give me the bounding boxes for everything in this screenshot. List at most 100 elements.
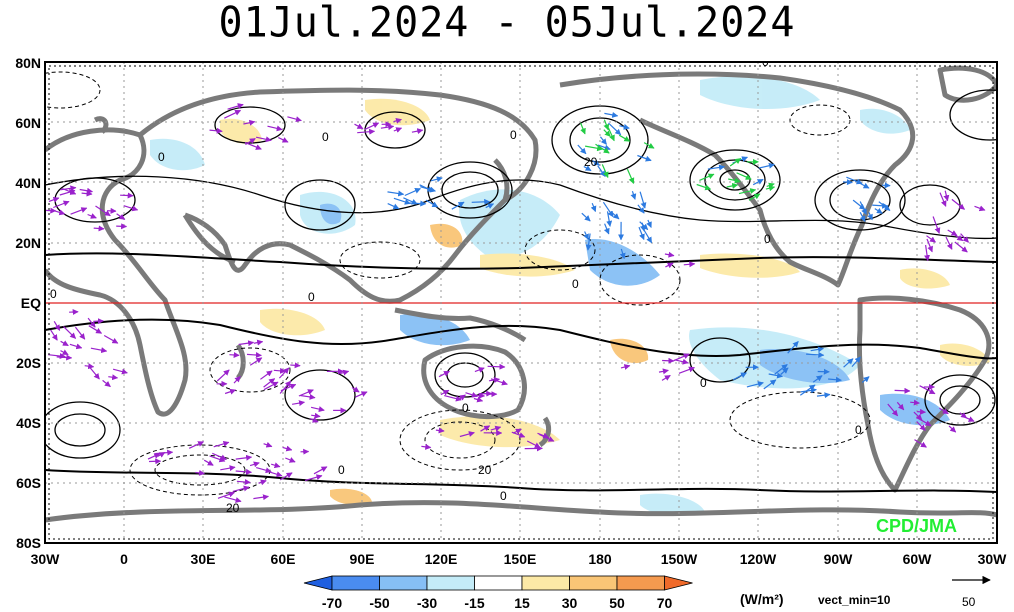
flux-vector: [683, 261, 696, 268]
flux-vector: [473, 392, 486, 399]
flux-vector: [894, 387, 911, 394]
flux-vector: [852, 199, 866, 210]
colorbar-tick-label: -70: [322, 595, 342, 611]
flux-vector: [768, 372, 783, 379]
flux-vector: [471, 198, 491, 205]
flux-vector: [639, 191, 647, 209]
flux-vector: [438, 370, 450, 378]
flux-vector: [88, 325, 103, 334]
flux-vector: [951, 198, 965, 210]
flux-vector: [112, 368, 128, 375]
flux-vector: [313, 466, 328, 475]
flux-vector: [859, 212, 866, 223]
colorbar-tick-label: -30: [417, 595, 437, 611]
flux-vector: [355, 391, 368, 398]
colorbar-units: (W/m²): [740, 591, 784, 607]
flux-vector: [728, 177, 741, 184]
flux-vector: [62, 325, 77, 339]
flux-vector: [726, 182, 739, 189]
contour-label: 0: [158, 150, 165, 164]
colorbar-end-high: [664, 575, 693, 591]
japan-coast: [493, 158, 510, 201]
flux-vector: [263, 378, 276, 388]
flux-vector: [919, 385, 936, 395]
colorbar-tick-label: -50: [369, 595, 389, 611]
lon-label: 60W: [903, 551, 933, 567]
flux-vector: [916, 421, 926, 431]
flux-vector: [298, 389, 314, 397]
flux-vector: [512, 428, 522, 435]
lon-label: 30E: [191, 551, 216, 567]
europe-africa-coast: [45, 127, 189, 417]
flux-vector: [404, 188, 421, 197]
flux-vector: [309, 417, 319, 423]
flux-vector: [90, 347, 108, 354]
colorbar-swatch: [521, 575, 570, 591]
flux-vector: [61, 187, 77, 195]
flux-vector: [658, 368, 669, 375]
flux-vector: [851, 356, 861, 367]
flux-vector: [220, 465, 236, 472]
flux-vector: [60, 340, 69, 347]
contour-label: 0: [338, 463, 345, 477]
colorbar-swatch: [616, 575, 665, 591]
antarctica-coast: [45, 500, 997, 523]
flux-vector: [81, 190, 93, 197]
vect-min-label: vect_min=10: [818, 593, 891, 607]
flux-vector: [249, 357, 263, 366]
lon-label: 180: [588, 551, 612, 567]
flux-vector: [828, 376, 842, 383]
flux-vector: [665, 262, 674, 269]
longitude-axis: 30W 0 30E 60E 90E 120E 150E 180 150W 120…: [31, 551, 1008, 567]
lat-label: 80N: [15, 55, 41, 71]
colorbar-tick-label: 70: [657, 595, 673, 611]
colorbar-swatch: [426, 575, 475, 591]
lon-label: 30W: [31, 551, 61, 567]
flux-vector: [224, 496, 242, 503]
flux-vector: [393, 197, 411, 205]
flux-vector: [480, 425, 491, 432]
flux-vector: [607, 127, 615, 142]
flux-vector: [602, 201, 614, 218]
flux-vector: [195, 469, 205, 476]
flux-vector: [954, 241, 968, 253]
lat-label: 60S: [16, 475, 41, 491]
flux-vector: [253, 339, 264, 346]
flux-vector: [618, 134, 631, 142]
flux-vector: [638, 226, 645, 241]
flux-vector: [425, 199, 439, 208]
colorbar-swatch: [474, 575, 523, 591]
flux-vector: [255, 136, 272, 143]
colorbar-swatch: [379, 575, 428, 591]
colorbar-tick-label: 30: [562, 595, 578, 611]
flux-vector: [235, 454, 253, 461]
flux-vector: [887, 403, 899, 417]
lon-label: 120E: [425, 551, 458, 567]
flux-vector: [60, 349, 69, 356]
flux-vector: [707, 164, 725, 171]
flux-vector: [913, 411, 923, 421]
flux-vector: [696, 183, 712, 191]
flux-vector: [263, 441, 273, 448]
lon-label: 90W: [824, 551, 854, 567]
flux-vector: [604, 111, 619, 118]
lon-label: 90E: [350, 551, 375, 567]
flux-vector: [539, 433, 555, 442]
flux-vector: [282, 445, 293, 452]
lat-label: 40S: [16, 415, 41, 431]
flux-vector: [752, 178, 764, 186]
flux-vector: [878, 201, 891, 211]
flux-vector: [217, 491, 235, 499]
contour-label: 0: [308, 290, 315, 304]
flux-vector: [926, 238, 933, 253]
flux-vector: [287, 116, 302, 123]
flux-vector: [279, 380, 292, 394]
flux-vector: [581, 212, 591, 222]
flux-vector: [932, 216, 941, 234]
flux-vector: [661, 374, 671, 381]
flux-vector: [485, 203, 495, 209]
flux-vector: [763, 379, 777, 390]
flux-vector: [606, 211, 613, 227]
flux-vector: [603, 119, 610, 131]
flux-vector: [209, 127, 223, 134]
